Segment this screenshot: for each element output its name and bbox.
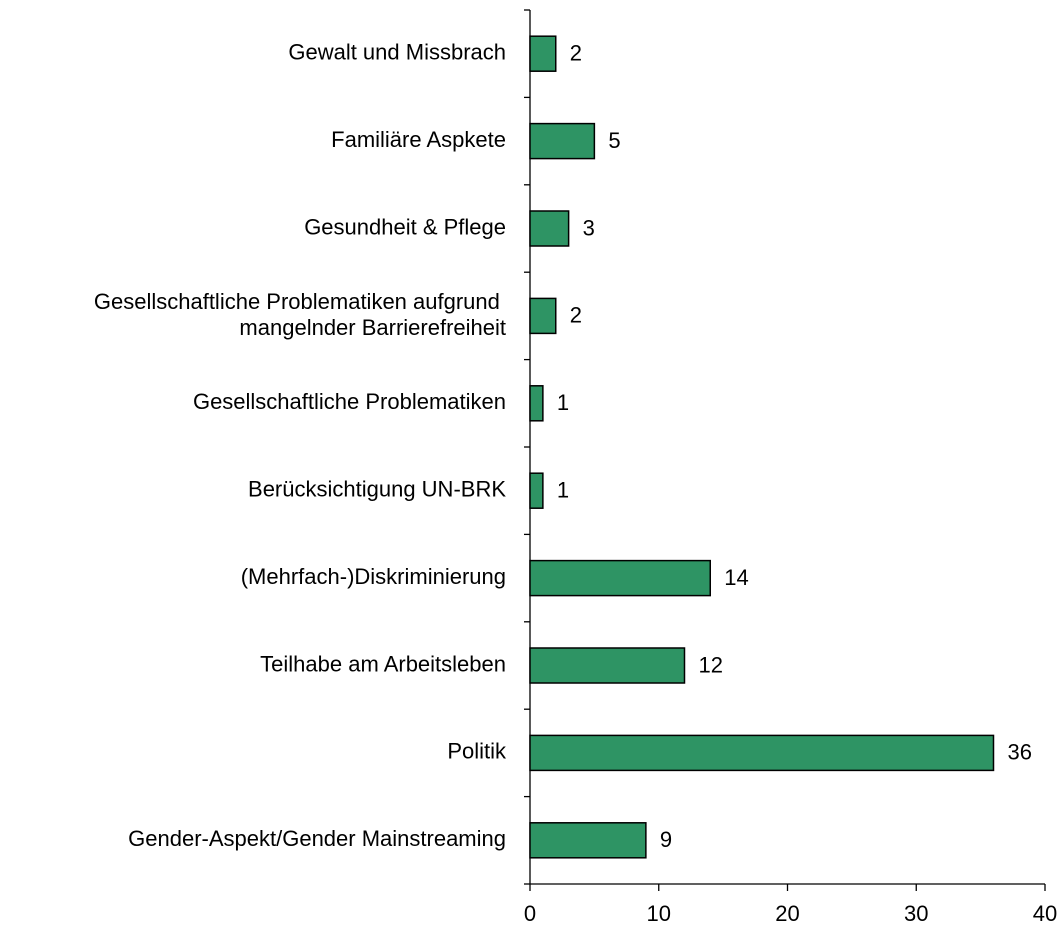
x-tick-label: 40 xyxy=(1033,901,1057,926)
bar xyxy=(529,559,711,597)
value-label: 12 xyxy=(699,652,723,677)
y-tick-label: Gesellschaftliche Problematiken xyxy=(193,389,506,414)
bar xyxy=(529,122,596,160)
y-tick-label: Politik xyxy=(447,739,507,764)
x-tick-label: 20 xyxy=(775,901,799,926)
value-label: 2 xyxy=(570,303,582,328)
bar xyxy=(529,647,686,684)
x-tick-label: 10 xyxy=(647,901,671,926)
bar xyxy=(529,822,647,859)
bar xyxy=(529,385,544,422)
bar xyxy=(529,297,557,335)
y-tick-label: Gesundheit & Pflege xyxy=(304,214,506,239)
y-tick-label: (Mehrfach-)Diskriminierung xyxy=(241,564,506,589)
value-label: 5 xyxy=(608,128,620,153)
x-tick-label: 0 xyxy=(524,901,536,926)
value-label: 1 xyxy=(557,478,569,503)
x-tick-label: 30 xyxy=(904,901,928,926)
bar xyxy=(529,35,557,72)
bar xyxy=(529,734,995,772)
y-tick-label: Gender-Aspekt/Gender Mainstreaming xyxy=(128,826,506,851)
value-label: 36 xyxy=(1008,740,1032,765)
value-label: 3 xyxy=(583,215,595,240)
value-label: 1 xyxy=(557,390,569,415)
bar xyxy=(529,210,570,247)
value-label: 2 xyxy=(570,41,582,66)
y-tick-label: Teilhabe am Arbeitsleben xyxy=(260,651,506,676)
value-label: 14 xyxy=(724,565,748,590)
bar xyxy=(529,472,544,509)
y-tick-label: Familiäre Aspkete xyxy=(331,127,506,152)
value-label: 9 xyxy=(660,827,672,852)
y-tick-label: Gesellschaftliche Problematiken aufgrund… xyxy=(94,289,506,340)
y-tick-label: Gewalt und Missbrach xyxy=(288,40,506,65)
y-tick-label: Berücksichtigung UN-BRK xyxy=(248,477,506,502)
